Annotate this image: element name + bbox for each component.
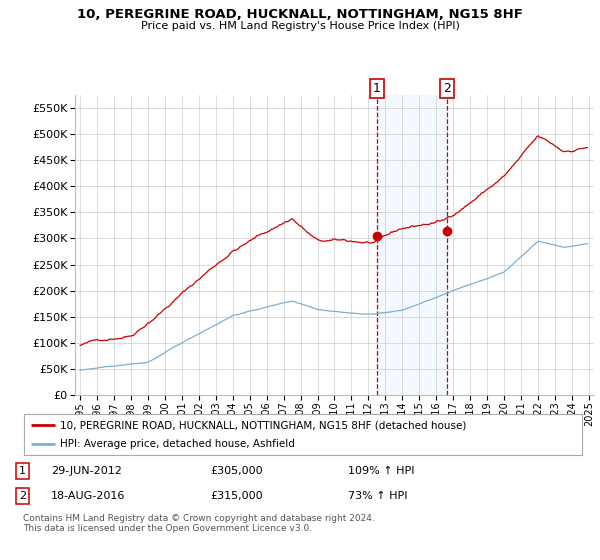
Text: 29-JUN-2012: 29-JUN-2012 — [51, 466, 122, 476]
Text: 10, PEREGRINE ROAD, HUCKNALL, NOTTINGHAM, NG15 8HF: 10, PEREGRINE ROAD, HUCKNALL, NOTTINGHAM… — [77, 8, 523, 21]
Text: £305,000: £305,000 — [210, 466, 263, 476]
Bar — [377, 95, 447, 395]
Text: Contains HM Land Registry data © Crown copyright and database right 2024.
This d: Contains HM Land Registry data © Crown c… — [23, 514, 374, 534]
Text: 2: 2 — [19, 491, 26, 501]
Text: 109% ↑ HPI: 109% ↑ HPI — [348, 466, 415, 476]
Text: 18-AUG-2016: 18-AUG-2016 — [51, 491, 125, 501]
Text: £315,000: £315,000 — [210, 491, 263, 501]
Text: Price paid vs. HM Land Registry's House Price Index (HPI): Price paid vs. HM Land Registry's House … — [140, 21, 460, 31]
Text: 2: 2 — [443, 82, 451, 95]
Text: 10, PEREGRINE ROAD, HUCKNALL, NOTTINGHAM, NG15 8HF (detached house): 10, PEREGRINE ROAD, HUCKNALL, NOTTINGHAM… — [60, 421, 467, 430]
Text: 73% ↑ HPI: 73% ↑ HPI — [348, 491, 407, 501]
Text: 1: 1 — [19, 466, 26, 476]
Text: 1: 1 — [373, 82, 381, 95]
Text: HPI: Average price, detached house, Ashfield: HPI: Average price, detached house, Ashf… — [60, 439, 295, 449]
